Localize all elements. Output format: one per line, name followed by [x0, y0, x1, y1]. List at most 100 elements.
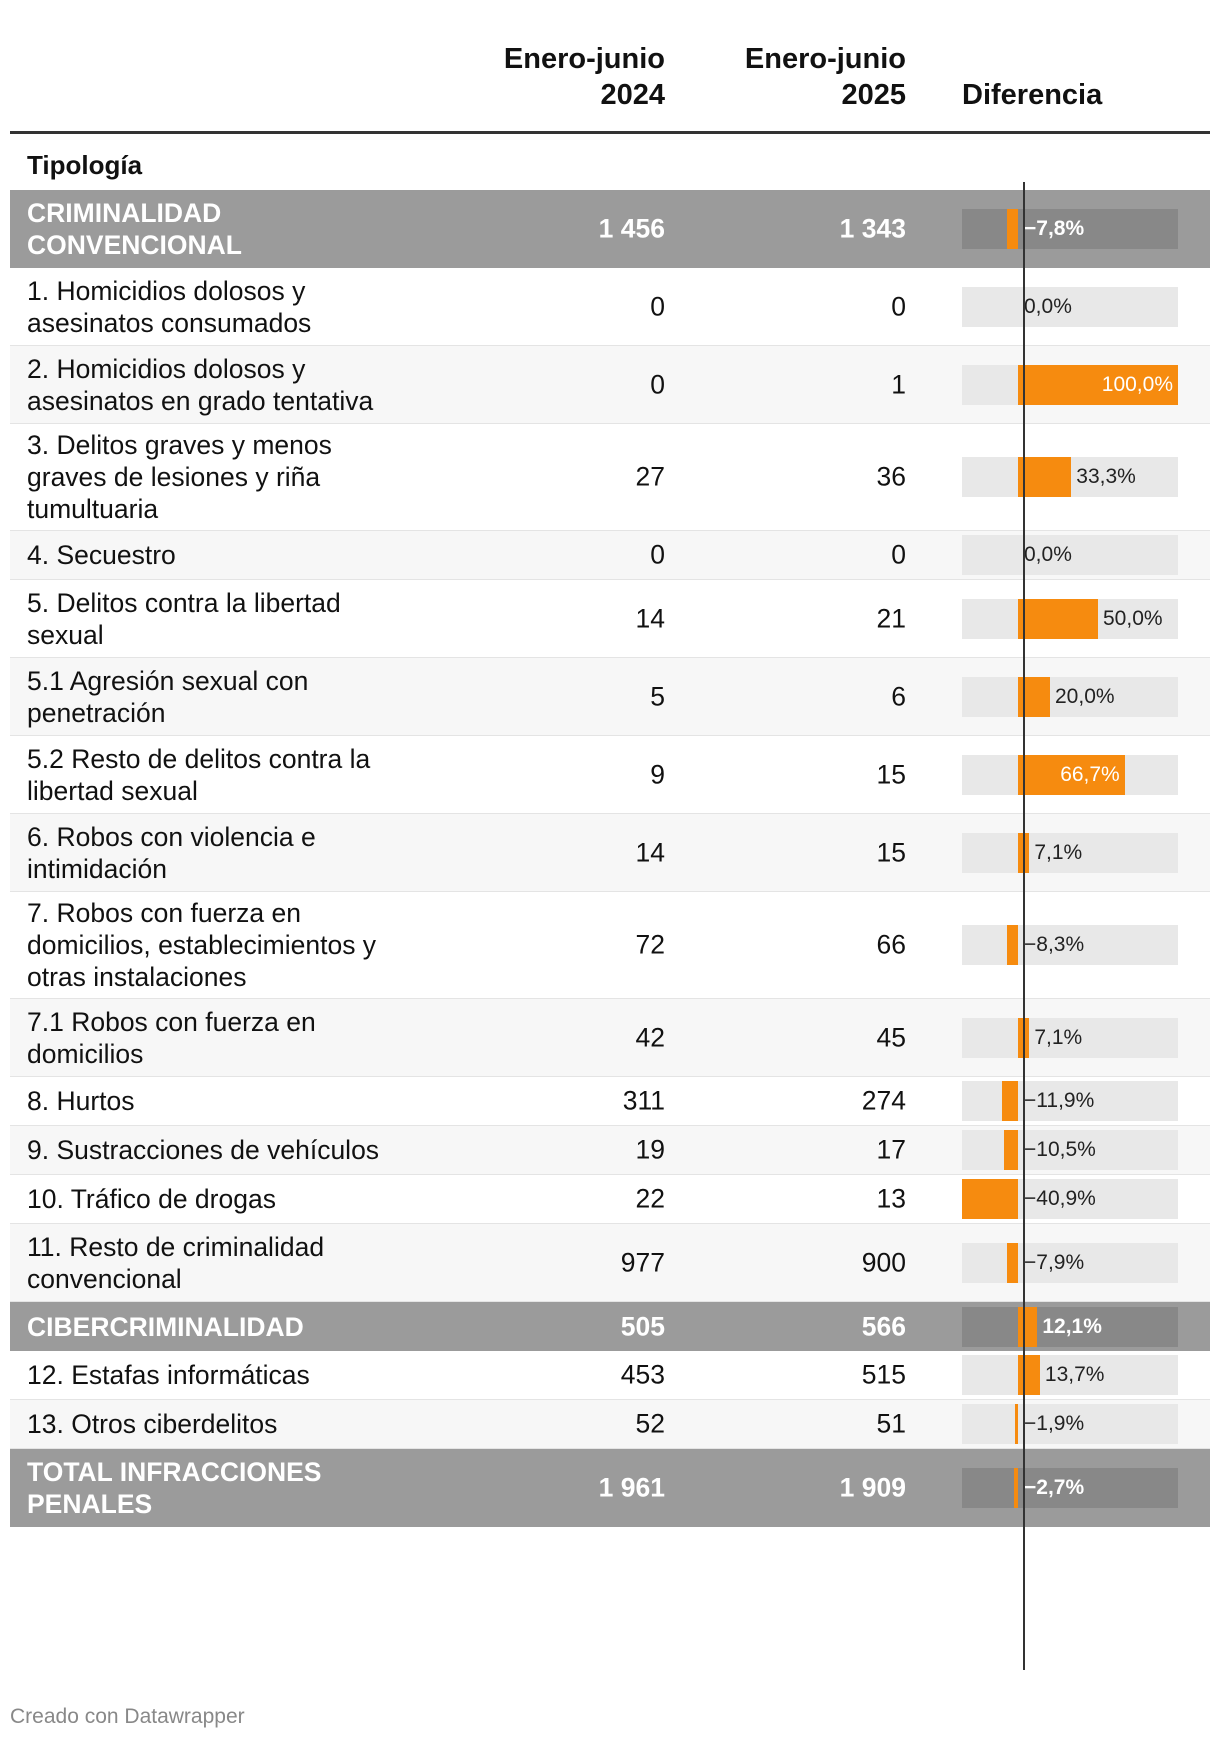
diff-bar-cell: −10,5% [962, 1130, 1178, 1170]
value-2025: 1 909 [839, 1472, 906, 1503]
value-2025: 17 [876, 1134, 906, 1165]
row-label: 5.2 Resto de delitos contra la libertad … [27, 743, 371, 806]
table-row: 1. Homicidios dolosos y asesinatos consu… [10, 268, 1210, 346]
diff-bar [1018, 457, 1072, 497]
row-label: 11. Resto de criminalidad convencional [27, 1231, 325, 1294]
diff-bar-cell: −7,9% [962, 1242, 1178, 1283]
row-label: 8. Hurtos [27, 1086, 135, 1116]
diff-label: −7,9% [1024, 1250, 1085, 1274]
column-header-tipologia[interactable]: Tipología [27, 150, 143, 180]
value-2024: 1 961 [598, 1472, 665, 1503]
table-row: 7.1 Robos con fuerza en domicilios 42 45 7,… [10, 999, 1210, 1077]
diff-label: 12,1% [1042, 1314, 1102, 1338]
table-row: 7. Robos con fuerza en domicilios, estab… [10, 892, 1210, 999]
diff-label: −2,7% [1024, 1476, 1085, 1499]
table-row: 9. Sustracciones de vehículos 19 17 −10,5% [10, 1126, 1210, 1175]
diff-bar-cell: 7,1% [962, 1017, 1178, 1058]
row-label: 9. Sustracciones de vehículos [27, 1135, 380, 1165]
value-2024: 0 [650, 291, 665, 321]
group-row: CRIMINALIDAD CONVENCIONAL 1 456 1 343 −7,8% [10, 190, 1210, 268]
diff-bar [1018, 754, 1125, 795]
value-2025: 51 [876, 1408, 906, 1439]
value-2024: 977 [620, 1247, 665, 1277]
diff-bar-cell: 50,0% [962, 598, 1178, 639]
diff-bar-cell: −11,9% [962, 1081, 1178, 1121]
diff-bar [962, 1179, 1018, 1219]
diff-bar-cell: −2,7% [962, 1468, 1178, 1508]
value-2025: 515 [861, 1359, 906, 1390]
table-row: 12. Estafas informáticas 453 515 13,7% [10, 1351, 1210, 1400]
diff-bar-cell: −7,8% [962, 209, 1178, 249]
row-label: TOTAL INFRACCIONES PENALES [27, 1457, 322, 1519]
diff-label: −1,9% [1024, 1412, 1085, 1435]
diff-bar-cell: 33,3% [962, 457, 1178, 497]
value-2024: 9 [650, 759, 665, 789]
row-label: 4. Secuestro [27, 540, 176, 570]
diff-label: 50,0% [1103, 606, 1163, 630]
value-2024: 1 456 [598, 213, 665, 244]
value-2025: 274 [861, 1085, 906, 1116]
row-label: 6. Robos con violencia e intimidación [27, 821, 316, 884]
diff-bar-cell: 100,0% [962, 364, 1178, 405]
diff-bar [1003, 1130, 1018, 1170]
diff-bar [1006, 925, 1018, 965]
value-2025: 6 [891, 681, 906, 711]
value-2024: 311 [622, 1085, 665, 1116]
diff-bar-cell: 12,1% [962, 1306, 1178, 1347]
value-2024: 453 [620, 1359, 665, 1390]
row-label: CIBERCRIMINALIDAD [27, 1311, 304, 1342]
group-row: TOTAL INFRACCIONES PENALES 1 961 1 909 −2,7… [10, 1449, 1210, 1527]
value-2025: 900 [861, 1247, 906, 1277]
diff-bar [1018, 598, 1098, 639]
diff-label: −40,9% [1024, 1187, 1096, 1210]
value-2024: 0 [650, 539, 665, 570]
diff-bar-cell: 20,0% [962, 676, 1178, 717]
column-header-2025[interactable]: Enero-junio 2025 [744, 43, 906, 111]
table-row: 8. Hurtos 311 274 −11,9% [10, 1077, 1210, 1126]
diff-label: 13,7% [1044, 1363, 1105, 1386]
value-2025: 15 [876, 759, 906, 789]
diff-bar-cell: −8,3% [962, 925, 1178, 965]
value-2024: 5 [650, 681, 665, 711]
diff-label: −11,9% [1024, 1089, 1095, 1112]
value-2025: 0 [891, 539, 906, 570]
diff-bar-cell: −1,9% [962, 1404, 1178, 1444]
diff-label: 7,1% [1034, 1025, 1083, 1049]
table-row: 5.2 Resto de delitos contra la libertad … [10, 736, 1210, 814]
value-2024: 19 [635, 1134, 665, 1165]
value-2025: 1 [891, 369, 906, 399]
table-row: 3. Delitos graves y menos graves de lesi… [10, 424, 1210, 531]
row-label: 12. Estafas informáticas [27, 1360, 310, 1390]
table-row: 5. Delitos contra la libertad sexual 14 21… [10, 580, 1210, 658]
table-row: 6. Robos con violencia e intimidación 14 1… [10, 814, 1210, 892]
column-header-diferencia[interactable]: Diferencia [962, 79, 1103, 111]
diff-label: −8,3% [1024, 933, 1085, 956]
diff-label: −10,5% [1024, 1138, 1096, 1161]
diff-bar [1007, 209, 1018, 249]
value-2025: 13 [876, 1183, 906, 1214]
diff-label: 0,0% [1024, 294, 1072, 318]
diff-label: 100,0% [1101, 372, 1173, 396]
row-label: 13. Otros ciberdelitos [27, 1409, 278, 1439]
row-label: 5. Delitos contra la libertad sexual [27, 587, 341, 650]
diff-bar-cell: 66,7% [962, 754, 1178, 795]
diff-bar-cell: −40,9% [962, 1179, 1178, 1219]
table-body: CRIMINALIDAD CONVENCIONAL 1 456 1 343 −7,8%… [10, 190, 1210, 1527]
diff-label: 66,7% [1060, 762, 1120, 786]
value-2025: 36 [876, 461, 906, 492]
diff-label: 7,1% [1034, 840, 1083, 864]
table-row: 10. Tráfico de drogas 22 13 −40,9% [10, 1175, 1210, 1224]
data-table: Enero-junio 2024 Enero-junio 2025 Difere… [10, 0, 1210, 1527]
value-2024: 42 [635, 1022, 665, 1052]
column-header-2024[interactable]: Enero-junio 2024 [503, 43, 665, 111]
row-label: 3. Delitos graves y menos graves de lesi… [27, 430, 332, 524]
value-2025: 21 [876, 603, 906, 633]
diff-bar-cell: 7,1% [962, 832, 1178, 873]
diff-label: −7,8% [1024, 217, 1085, 240]
value-2025: 15 [876, 837, 906, 867]
diff-label: 20,0% [1055, 684, 1115, 708]
table-row: 4. Secuestro 0 0 0,0% [10, 531, 1210, 580]
value-2025: 45 [876, 1022, 906, 1052]
diff-bar-cell: 13,7% [962, 1355, 1178, 1395]
table-row: 2. Homicidios dolosos y asesinatos en gr… [10, 346, 1210, 424]
